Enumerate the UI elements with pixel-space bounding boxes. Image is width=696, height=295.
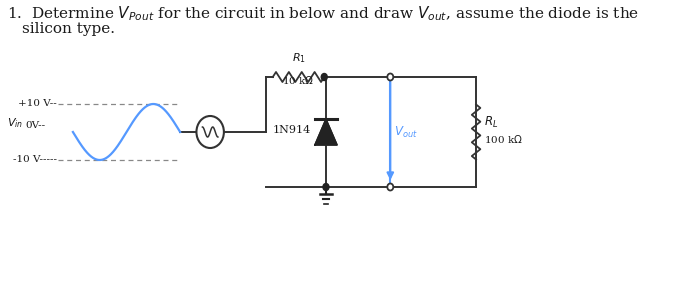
Text: $R_1$: $R_1$ <box>292 51 306 65</box>
Circle shape <box>387 183 393 191</box>
Polygon shape <box>315 119 337 145</box>
Circle shape <box>323 183 329 191</box>
Text: $R_L$: $R_L$ <box>484 114 498 130</box>
Text: 1N914: 1N914 <box>273 125 311 135</box>
Text: $V_{out}$: $V_{out}$ <box>394 124 418 140</box>
Text: 100 k$\Omega$: 100 k$\Omega$ <box>484 133 523 145</box>
Circle shape <box>322 73 327 81</box>
Text: 10 k$\Omega$: 10 k$\Omega$ <box>283 74 315 86</box>
Text: +10 V--: +10 V-- <box>18 99 56 107</box>
Text: silicon type.: silicon type. <box>22 22 116 36</box>
Text: $V_{in}$: $V_{in}$ <box>7 116 23 130</box>
Circle shape <box>387 73 393 81</box>
Text: -10 V-----: -10 V----- <box>13 155 56 163</box>
Text: 0V--: 0V-- <box>26 121 46 130</box>
Text: 1.  Determine $V_{Pout}$ for the circuit in below and draw $V_{out}$, assume the: 1. Determine $V_{Pout}$ for the circuit … <box>7 4 639 23</box>
